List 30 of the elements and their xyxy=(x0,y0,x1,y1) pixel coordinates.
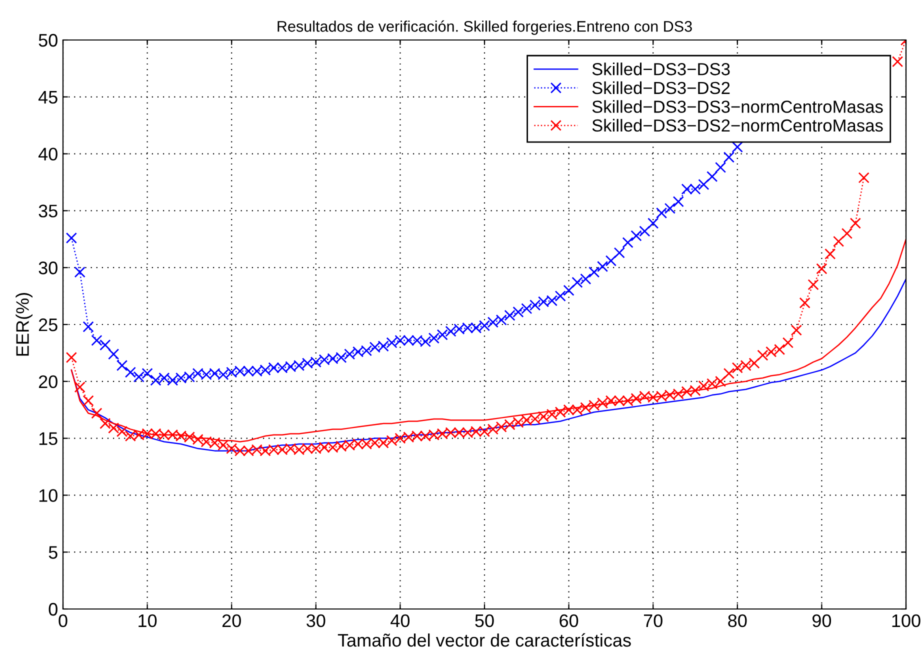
y-tick-label: 10 xyxy=(39,489,58,502)
y-tick-label: 5 xyxy=(48,546,58,559)
x-tick-label: 50 xyxy=(475,614,494,628)
x-tick-label: 20 xyxy=(222,614,241,628)
y-tick-label: 20 xyxy=(38,375,58,388)
x-tick-label: 60 xyxy=(560,614,578,628)
x-tick-label: 90 xyxy=(812,614,832,628)
x-tick-label: 80 xyxy=(728,614,747,628)
x-tick-label: 0 xyxy=(58,614,68,628)
legend-label: Skilled−DS3−DS3−normCentroMasas xyxy=(592,100,883,113)
legend-label: Skilled−DS3−DS3 xyxy=(592,62,730,76)
y-tick-label: 25 xyxy=(38,318,58,332)
y-tick-label: 45 xyxy=(38,91,58,104)
legend-label: Skilled−DS3−DS2 xyxy=(592,81,730,94)
x-tick-label: 30 xyxy=(306,614,326,628)
y-tick-label: 50 xyxy=(38,34,58,47)
legend-label: Skilled−DS3−DS2−normCentroMasas xyxy=(592,118,883,132)
chart-title: Resultados de verificación. Skilled forgeries.Entreno con DS3 xyxy=(278,20,692,35)
y-tick-label: 40 xyxy=(38,148,58,161)
y-tick-label: 35 xyxy=(38,204,58,218)
x-axis-title: Tamaño del vector de características xyxy=(338,633,631,647)
x-tick-label: 70 xyxy=(644,614,662,628)
x-tick-label: 100 xyxy=(892,614,920,628)
y-tick-label: 15 xyxy=(39,432,58,446)
x-tick-label: 40 xyxy=(390,614,410,628)
y-tick-label: 0 xyxy=(48,602,58,616)
line-series xyxy=(70,278,906,452)
y-tick-label: 30 xyxy=(38,262,58,274)
y-axis-title: EER(%) xyxy=(16,293,32,356)
x-tick-label: 10 xyxy=(138,614,157,628)
